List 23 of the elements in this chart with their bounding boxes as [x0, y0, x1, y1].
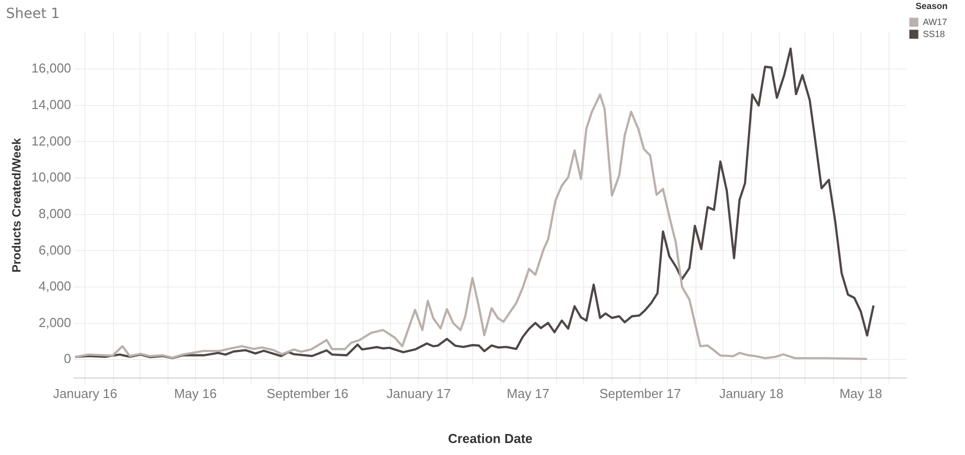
- x-tick-label: May 18: [839, 386, 882, 402]
- x-tick-label: May 16: [174, 386, 217, 402]
- x-axis-title: Creation Date: [448, 430, 533, 446]
- y-tick-label: 10,000: [31, 170, 72, 185]
- x-tick-label: January 18: [719, 386, 784, 402]
- x-tick-label: September 16: [266, 386, 348, 402]
- x-tick-label: September 17: [599, 386, 682, 402]
- x-tick-label: May 17: [506, 386, 550, 402]
- y-tick-label: 6,000: [38, 242, 72, 258]
- y-axis-title: Products Created/Week: [10, 138, 24, 273]
- y-tick-label: 2,000: [38, 314, 72, 330]
- y-tick-label: 8,000: [38, 206, 72, 221]
- x-tick-label: January 16: [52, 386, 118, 402]
- y-tick-label: 4,000: [38, 278, 72, 294]
- y-tick-label: 16,000: [31, 60, 72, 76]
- y-tick-label: 0: [64, 351, 72, 366]
- chart-title: Sheet 1: [6, 6, 60, 22]
- legend-title: Season: [916, 0, 948, 11]
- y-tick-label: 12,000: [31, 133, 72, 148]
- y-tick-label: 14,000: [31, 97, 72, 112]
- x-tick-label: January 17: [386, 386, 451, 402]
- legend-label: AW17: [922, 16, 948, 27]
- legend-label: SS18: [922, 28, 945, 39]
